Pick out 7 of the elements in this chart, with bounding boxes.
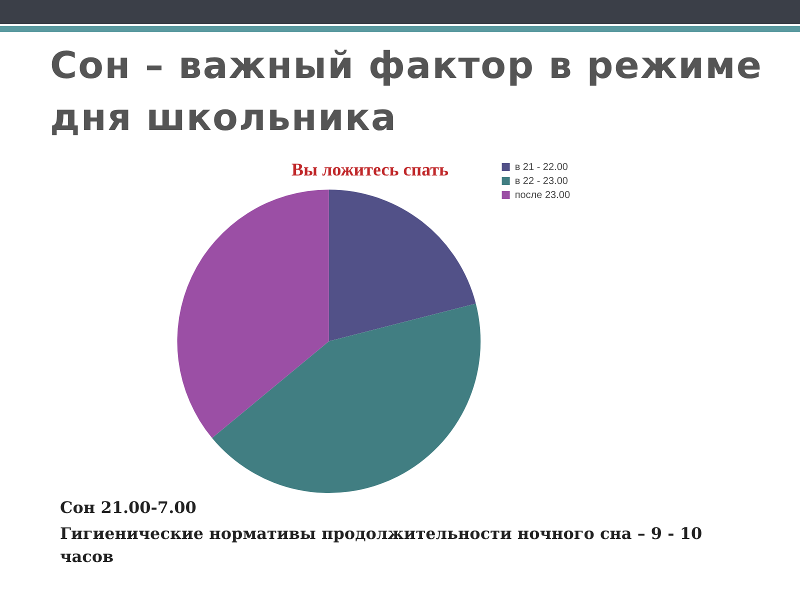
chart-subtitle: Вы ложитесь спать	[292, 159, 449, 180]
text: Гигиенические нормативы продолжительности ночного сна – 9 - 10 часов	[60, 523, 704, 568]
chart-title: Сон – важный фактор в режиме дня школьника	[50, 43, 764, 141]
legend-label: после 23.00	[514, 190, 570, 201]
legend-label: в 21 - 22.00	[514, 162, 568, 173]
text: Сон 21.00-7.00	[60, 497, 198, 519]
legend-label: в 22 - 23.00	[514, 176, 568, 187]
